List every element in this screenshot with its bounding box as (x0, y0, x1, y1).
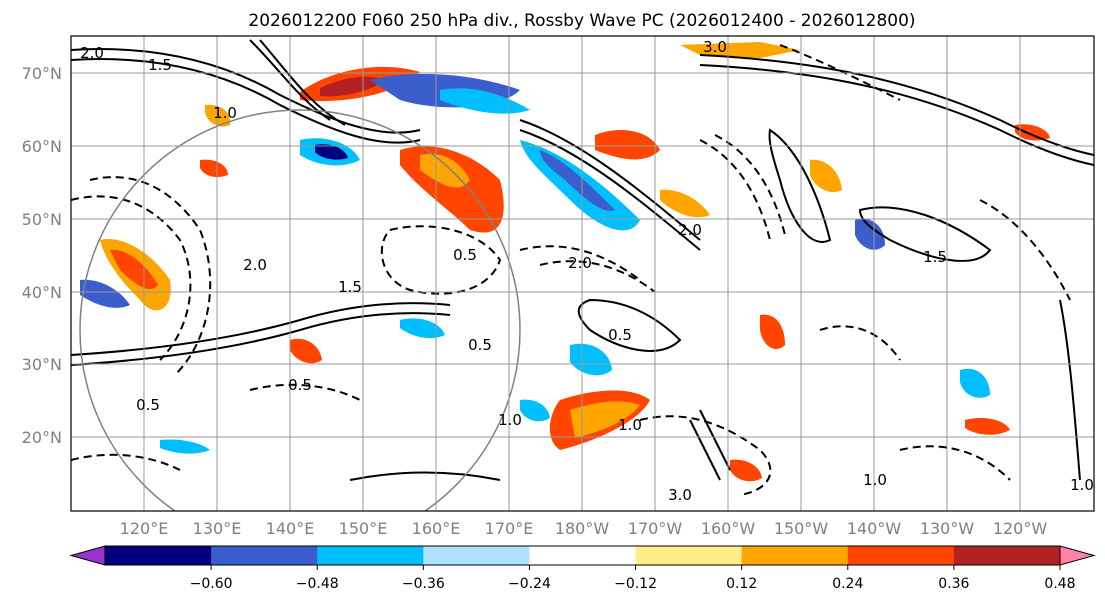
graticule (71, 36, 1094, 511)
contour-label: 1.0 (618, 416, 642, 434)
colorbar-tick-label: 0.48 (1044, 576, 1075, 592)
colorbar-tick-label: 0.12 (726, 576, 757, 592)
latitude-label: 50°N (22, 210, 62, 229)
colorbar-segment (317, 546, 424, 565)
contour-label: 2.0 (80, 44, 104, 62)
colorbar-extend-low (69, 545, 106, 566)
contour-label: 0.5 (288, 376, 312, 394)
longitude-label: 140°E (266, 519, 315, 538)
contour-labels: 2.0 1.5 1.0 0.5 3.0 2.0 1.5 0.5 1.0 0.5 2.0 1.0 0.5 1… (80, 38, 1094, 504)
map-panel: 2.0 1.5 1.0 0.5 3.0 2.0 1.5 0.5 1.0 0.5 2.0 1.0 0.5 1… (22, 35, 1095, 538)
map-border (70, 35, 1095, 512)
colorbar-tick-label: −0.48 (296, 576, 339, 592)
colorbar-tick-label: 0.36 (938, 576, 969, 592)
contour-label: 0.5 (468, 336, 492, 354)
longitude-label: 120°E (120, 519, 169, 538)
divergence-shading (80, 42, 1050, 482)
contour-label: 1.5 (148, 56, 172, 74)
contour-label: 0.5 (608, 326, 632, 344)
longitude-label: 170°E (485, 519, 534, 538)
contour-label: 0.5 (136, 396, 160, 414)
colorbar-segment (529, 546, 637, 565)
colorbar-segment (423, 546, 530, 565)
latitude-label: 30°N (22, 355, 62, 374)
contour-label: 2.0 (678, 221, 702, 239)
colorbar-segment (953, 546, 1061, 565)
contour-label: 3.0 (703, 38, 727, 56)
longitude-label: 170°W (628, 519, 683, 538)
longitude-label: 150°E (339, 519, 388, 538)
contour-label: 1.5 (923, 248, 947, 266)
colorbar-tick-label: −0.24 (508, 576, 551, 592)
colorbar-extend-high (1059, 545, 1096, 566)
longitude-label: 180°W (555, 519, 610, 538)
colorbar-tick-label: −0.36 (402, 576, 445, 592)
latitude-label: 70°N (22, 64, 62, 83)
longitude-label: 160°E (412, 519, 461, 538)
longitude-label: 150°W (774, 519, 829, 538)
longitude-label: 130°W (920, 519, 975, 538)
contour-label: 0.5 (453, 246, 477, 264)
longitude-label: 140°W (847, 519, 902, 538)
longitude-labels: 120°E 130°E 140°E 150°E 160°E 170°E 180°W 170°W… (120, 519, 1048, 538)
latitude-label: 20°N (22, 428, 62, 447)
latitude-label: 40°N (22, 283, 62, 302)
contour-label: 1.0 (1070, 476, 1094, 494)
contour-label: 2.0 (568, 254, 592, 272)
longitude-label: 120°W (993, 519, 1048, 538)
latitude-labels: 70°N 60°N 50°N 40°N 30°N 20°N (22, 64, 62, 447)
colorbar-tick-label: 0.24 (832, 576, 863, 592)
latitude-label: 60°N (22, 137, 62, 156)
figure-title: 2026012200 F060 250 hPa div., Rossby Wav… (248, 11, 915, 31)
contour-label: 1.0 (863, 471, 887, 489)
contour-label: 1.5 (338, 278, 362, 296)
colorbar-segment (211, 546, 318, 565)
contour-label: 3.0 (668, 486, 692, 504)
contour-label: 1.0 (498, 411, 522, 429)
longitude-label: 160°W (701, 519, 756, 538)
colorbar-frame (104, 545, 1061, 566)
colorbar-segment (741, 546, 849, 565)
colorbar-segment (105, 546, 212, 565)
longitude-label: 130°E (193, 519, 242, 538)
colorbar-tick-label: −0.60 (190, 576, 233, 592)
colorbar: −0.60 −0.48 −0.36 −0.24 −0.12 0.12 0.24 0.36 0.4… (69, 545, 1096, 592)
colorbar-segment (847, 546, 955, 565)
colorbar-segment (635, 546, 743, 565)
contour-label: 2.0 (243, 256, 267, 274)
contour-label: 1.0 (213, 104, 237, 122)
reference-circle (79, 109, 521, 511)
colorbar-tick-label: −0.12 (614, 576, 657, 592)
